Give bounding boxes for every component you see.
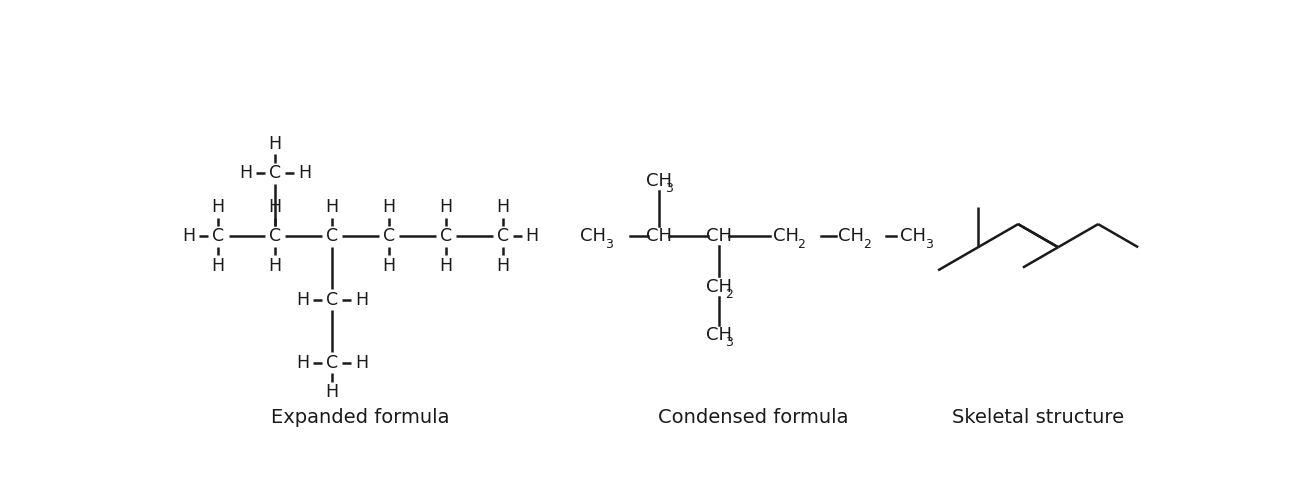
Text: 3: 3 [725, 336, 733, 349]
Text: H: H [325, 383, 338, 401]
Text: Condensed formula: Condensed formula [658, 408, 848, 427]
Text: C: C [497, 227, 510, 245]
Text: CH: CH [646, 172, 672, 190]
Text: 2: 2 [863, 237, 871, 250]
Text: C: C [384, 227, 395, 245]
Text: H: H [296, 291, 309, 309]
Text: H: H [525, 227, 538, 245]
Text: H: H [212, 257, 225, 275]
Text: CH: CH [646, 227, 672, 245]
Text: C: C [326, 227, 338, 245]
Text: H: H [325, 198, 338, 216]
Text: H: H [269, 257, 282, 275]
Text: CH: CH [900, 227, 926, 245]
Text: Expanded formula: Expanded formula [272, 408, 450, 427]
Text: 3: 3 [924, 237, 932, 250]
Text: H: H [182, 227, 195, 245]
Text: C: C [269, 164, 281, 182]
Text: C: C [326, 354, 338, 372]
Text: H: H [355, 354, 368, 372]
Text: C: C [269, 227, 281, 245]
Text: CH: CH [706, 278, 732, 296]
Text: 3: 3 [604, 237, 612, 250]
Text: H: H [355, 291, 368, 309]
Text: CH: CH [580, 227, 606, 245]
Text: CH: CH [706, 326, 732, 344]
Text: H: H [382, 198, 395, 216]
Text: Skeletal structure: Skeletal structure [952, 408, 1124, 427]
Text: H: H [439, 257, 452, 275]
Text: 3: 3 [664, 182, 672, 195]
Text: H: H [269, 135, 282, 153]
Text: H: H [439, 198, 452, 216]
Text: CH: CH [706, 227, 732, 245]
Text: C: C [326, 291, 338, 309]
Text: CH: CH [772, 227, 798, 245]
Text: C: C [439, 227, 452, 245]
Text: 2: 2 [725, 288, 733, 301]
Text: CH: CH [838, 227, 864, 245]
Text: H: H [269, 198, 282, 216]
Text: H: H [239, 164, 252, 182]
Text: H: H [298, 164, 311, 182]
Text: H: H [497, 257, 510, 275]
Text: H: H [382, 257, 395, 275]
Text: C: C [212, 227, 224, 245]
Text: H: H [212, 198, 225, 216]
Text: H: H [497, 198, 510, 216]
Text: 2: 2 [797, 237, 806, 250]
Text: H: H [296, 354, 309, 372]
